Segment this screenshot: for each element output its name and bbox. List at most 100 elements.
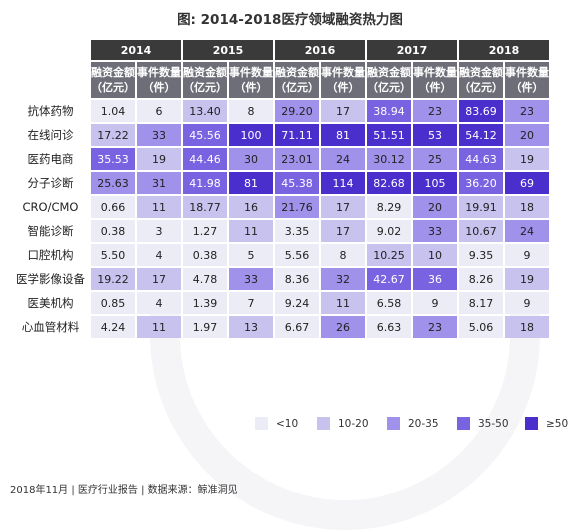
- legend-label: ≥50: [546, 417, 569, 430]
- amount-cell: 42.67: [367, 268, 411, 290]
- table-row: 心血管材料 4.24 11 1.97 13 6.67 26 6.63 23 5.06 18: [12, 316, 549, 338]
- amount-cell: 1.04: [91, 100, 135, 122]
- column-header-line: （件）: [234, 81, 268, 94]
- amount-cell: 35.53: [91, 148, 135, 170]
- count-cell: 114: [321, 172, 365, 194]
- count-cell: 13: [229, 316, 273, 338]
- amount-cell: 0.85: [91, 292, 135, 314]
- amount-cell: 10.67: [459, 220, 503, 242]
- table-row: 分子诊断 25.63 31 41.98 81 45.38 114 82.68 105 36.20 6…: [12, 172, 549, 194]
- count-cell: 20: [413, 196, 457, 218]
- count-cell: 9: [505, 244, 549, 266]
- count-cell: 8: [321, 244, 365, 266]
- amount-cell: 6.63: [367, 316, 411, 338]
- amount-cell: 82.68: [367, 172, 411, 194]
- count-cell: 19: [505, 148, 549, 170]
- column-header-line: （亿元）: [275, 81, 319, 94]
- count-cell: 9: [505, 292, 549, 314]
- amount-cell: 36.20: [459, 172, 503, 194]
- column-header-line: 融资金额: [91, 66, 135, 79]
- amount-cell: 13.40: [183, 100, 227, 122]
- count-cell: 18: [505, 316, 549, 338]
- column-header-line: 融资金额: [459, 66, 503, 79]
- table-row: 口腔机构 5.50 4 0.38 5 5.56 8 10.25 10 9.35 9: [12, 244, 549, 266]
- count-cell: 23: [413, 100, 457, 122]
- amount-cell: 3.35: [275, 220, 319, 242]
- count-cell: 105: [413, 172, 457, 194]
- count-cell: 9: [413, 292, 457, 314]
- count-cell: 33: [229, 268, 273, 290]
- legend-swatch: [255, 417, 268, 430]
- amount-cell: 83.69: [459, 100, 503, 122]
- count-cell: 23: [505, 100, 549, 122]
- legend-swatch: [457, 417, 470, 430]
- year-header: 2017: [367, 40, 457, 60]
- legend-label: 35-50: [478, 417, 509, 430]
- count-cell: 3: [137, 220, 181, 242]
- legend-label: 10-20: [338, 417, 369, 430]
- amount-column-header: 融资金额 （亿元）: [183, 62, 227, 98]
- count-cell: 4: [137, 244, 181, 266]
- amount-cell: 8.17: [459, 292, 503, 314]
- amount-cell: 54.12: [459, 124, 503, 146]
- table-row: 医学影像设备 19.22 17 4.78 33 8.36 32 42.67 36 8.26 19: [12, 268, 549, 290]
- legend-item: 10-20: [317, 417, 369, 430]
- amount-cell: 8.26: [459, 268, 503, 290]
- count-cell: 26: [321, 316, 365, 338]
- count-cell: 36: [413, 268, 457, 290]
- table-row: 医美机构 0.85 4 1.39 7 9.24 11 6.58 9 8.17 9: [12, 292, 549, 314]
- count-column-header: 事件数量 （件）: [413, 62, 457, 98]
- amount-cell: 8.36: [275, 268, 319, 290]
- count-cell: 11: [321, 292, 365, 314]
- amount-cell: 5.50: [91, 244, 135, 266]
- amount-cell: 44.46: [183, 148, 227, 170]
- column-header-line: （亿元）: [183, 81, 227, 94]
- column-header-line: 融资金额: [367, 66, 411, 79]
- count-column-header: 事件数量 （件）: [137, 62, 181, 98]
- count-column-header: 事件数量 （件）: [321, 62, 365, 98]
- amount-cell: 18.77: [183, 196, 227, 218]
- year-header: 2015: [183, 40, 273, 60]
- count-cell: 19: [137, 148, 181, 170]
- row-label: 口腔机构: [12, 244, 89, 266]
- row-label: CRO/CMO: [12, 196, 89, 218]
- count-cell: 81: [229, 172, 273, 194]
- amount-cell: 4.24: [91, 316, 135, 338]
- row-label: 在线问诊: [12, 124, 89, 146]
- count-cell: 33: [413, 220, 457, 242]
- column-header-line: （件）: [326, 81, 360, 94]
- amount-cell: 41.98: [183, 172, 227, 194]
- amount-cell: 9.24: [275, 292, 319, 314]
- column-header-line: （亿元）: [459, 81, 503, 94]
- amount-cell: 6.58: [367, 292, 411, 314]
- amount-cell: 45.56: [183, 124, 227, 146]
- table-row: 在线问诊 17.22 33 45.56 100 71.11 81 51.51 53 54.12 20: [12, 124, 549, 146]
- count-cell: 11: [229, 220, 273, 242]
- count-cell: 69: [505, 172, 549, 194]
- count-cell: 24: [321, 148, 365, 170]
- legend-swatch: [317, 417, 330, 430]
- year-header: 2018: [459, 40, 549, 60]
- column-header-line: （亿元）: [91, 81, 135, 94]
- amount-cell: 5.06: [459, 316, 503, 338]
- count-cell: 17: [137, 268, 181, 290]
- amount-cell: 0.66: [91, 196, 135, 218]
- amount-cell: 9.02: [367, 220, 411, 242]
- amount-cell: 1.97: [183, 316, 227, 338]
- count-cell: 11: [137, 196, 181, 218]
- count-column-header: 事件数量 （件）: [505, 62, 549, 98]
- amount-column-header: 融资金额 （亿元）: [91, 62, 135, 98]
- footer-source: 2018年11月 | 医疗行业报告 | 数据来源：鲸准洞见: [10, 485, 238, 496]
- row-label: 医学影像设备: [12, 268, 89, 290]
- amount-cell: 23.01: [275, 148, 319, 170]
- count-cell: 20: [505, 124, 549, 146]
- count-cell: 5: [229, 244, 273, 266]
- count-cell: 81: [321, 124, 365, 146]
- amount-column-header: 融资金额 （亿元）: [459, 62, 503, 98]
- legend-swatch: [387, 417, 400, 430]
- row-label: 医药电商: [12, 148, 89, 170]
- amount-column-header: 融资金额 （亿元）: [367, 62, 411, 98]
- legend-item: 20-35: [387, 417, 439, 430]
- chart-title: 图: 2014-2018医疗领域融资热力图: [177, 12, 403, 28]
- amount-cell: 71.11: [275, 124, 319, 146]
